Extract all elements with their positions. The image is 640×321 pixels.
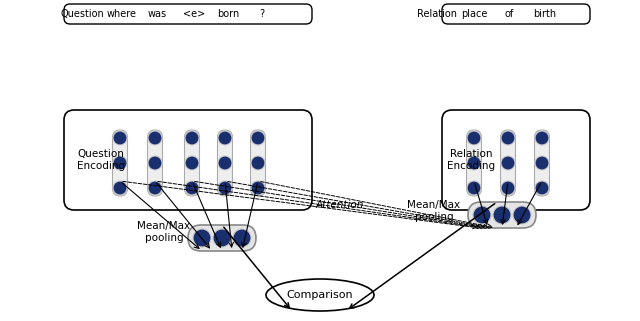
FancyBboxPatch shape bbox=[188, 225, 256, 251]
Circle shape bbox=[513, 206, 531, 224]
Circle shape bbox=[113, 131, 127, 145]
FancyBboxPatch shape bbox=[467, 130, 481, 196]
Circle shape bbox=[218, 181, 232, 195]
Circle shape bbox=[218, 156, 232, 170]
Text: Mean/Max
pooling: Mean/Max pooling bbox=[408, 200, 461, 222]
Circle shape bbox=[251, 181, 265, 195]
FancyBboxPatch shape bbox=[64, 110, 312, 210]
Circle shape bbox=[535, 131, 549, 145]
Text: Relation
Encoding: Relation Encoding bbox=[447, 149, 495, 171]
Circle shape bbox=[113, 181, 127, 195]
Circle shape bbox=[467, 156, 481, 170]
Circle shape bbox=[113, 156, 127, 170]
Text: Question
Encoding: Question Encoding bbox=[77, 149, 125, 171]
Text: Attention: Attention bbox=[316, 200, 364, 210]
Text: where: where bbox=[107, 9, 137, 19]
Text: of: of bbox=[504, 9, 514, 19]
Circle shape bbox=[233, 229, 251, 247]
Circle shape bbox=[148, 181, 162, 195]
Circle shape bbox=[473, 206, 491, 224]
FancyBboxPatch shape bbox=[442, 110, 590, 210]
FancyBboxPatch shape bbox=[534, 130, 550, 196]
FancyBboxPatch shape bbox=[442, 4, 590, 24]
FancyBboxPatch shape bbox=[218, 130, 232, 196]
Circle shape bbox=[493, 206, 511, 224]
Text: Comparison: Comparison bbox=[287, 290, 353, 300]
Circle shape bbox=[185, 131, 199, 145]
Text: ?: ? bbox=[259, 9, 264, 19]
Circle shape bbox=[148, 131, 162, 145]
Ellipse shape bbox=[266, 279, 374, 311]
Circle shape bbox=[501, 131, 515, 145]
Circle shape bbox=[501, 156, 515, 170]
Circle shape bbox=[467, 131, 481, 145]
Text: Question: Question bbox=[60, 9, 104, 19]
Text: Relation: Relation bbox=[417, 9, 457, 19]
FancyBboxPatch shape bbox=[113, 130, 127, 196]
Text: born: born bbox=[217, 9, 239, 19]
Circle shape bbox=[193, 229, 211, 247]
FancyBboxPatch shape bbox=[184, 130, 200, 196]
Text: birth: birth bbox=[533, 9, 557, 19]
Circle shape bbox=[213, 229, 231, 247]
FancyBboxPatch shape bbox=[500, 130, 515, 196]
FancyBboxPatch shape bbox=[64, 4, 312, 24]
Text: <e>: <e> bbox=[183, 9, 205, 19]
Circle shape bbox=[467, 181, 481, 195]
FancyBboxPatch shape bbox=[250, 130, 266, 196]
Circle shape bbox=[501, 181, 515, 195]
FancyBboxPatch shape bbox=[468, 202, 536, 228]
Text: Mean/Max
pooling: Mean/Max pooling bbox=[138, 221, 191, 243]
Circle shape bbox=[185, 156, 199, 170]
FancyBboxPatch shape bbox=[147, 130, 163, 196]
Text: was: was bbox=[147, 9, 166, 19]
Circle shape bbox=[535, 181, 549, 195]
Circle shape bbox=[251, 156, 265, 170]
Circle shape bbox=[148, 156, 162, 170]
Circle shape bbox=[185, 181, 199, 195]
Circle shape bbox=[218, 131, 232, 145]
Text: place: place bbox=[461, 9, 487, 19]
Circle shape bbox=[251, 131, 265, 145]
Circle shape bbox=[535, 156, 549, 170]
